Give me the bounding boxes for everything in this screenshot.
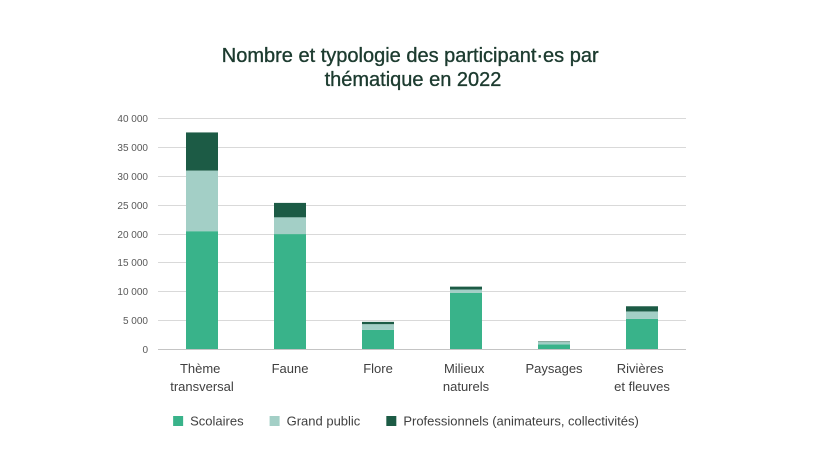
chart-title-group: Nombre et typologie des participant·es p… <box>222 45 605 91</box>
y-tick-label: 35 000 <box>117 143 148 154</box>
x-tick-label-line: naturels <box>443 379 490 394</box>
x-tick-label-paysages: Paysages <box>525 361 583 376</box>
bar-scolaires-paysages <box>538 344 570 349</box>
legend-swatch <box>386 416 397 426</box>
bar-stack-paysages <box>538 341 570 349</box>
bar-scolaires-theme-transversal <box>186 231 218 349</box>
x-tick-label-milieux-naturels: Milieux naturels <box>443 361 490 394</box>
x-tick-label-line: Flore <box>363 361 393 376</box>
x-axis: Thème transversal Faune Flore Milieux natur… <box>170 361 670 394</box>
bar-stack-milieux-naturels <box>450 286 482 349</box>
bar-scolaires-flore <box>362 329 394 349</box>
bar-professionnels-animateurs-collectivites-rivieres-et-fleuves <box>626 306 658 312</box>
bar-scolaires-milieux-naturels <box>450 292 482 349</box>
y-tick-label: 25 000 <box>117 201 148 212</box>
bar-professionnels-animateurs-collectivites-theme-transversal <box>186 132 218 171</box>
bar-scolaires-rivieres-et-fleuves <box>626 318 658 349</box>
legend-swatch <box>173 416 184 426</box>
x-tick-label-line: Thème <box>180 361 224 376</box>
y-tick-label: 10 000 <box>117 287 148 298</box>
legend-item-grand-public: Grand public <box>269 414 361 429</box>
bar-stack-theme-transversal <box>186 132 218 349</box>
bar-professionnels-animateurs-collectivites-flore <box>362 321 394 325</box>
legend-label: Grand public <box>287 414 361 429</box>
bar-scolaires-faune <box>274 234 306 349</box>
legend-item-scolaires: Scolaires <box>173 414 244 429</box>
x-tick-label-line: et fleuves <box>614 379 670 394</box>
chart-title-line: Nombre et typologie des participant·es p… <box>222 45 604 67</box>
chart-title-line: thématique en 2022 <box>325 69 502 91</box>
x-tick-label-theme-transversal: Thème transversal <box>170 361 234 394</box>
x-tick-label-faune: Faune <box>272 361 309 376</box>
bar-grand-public-theme-transversal <box>186 170 218 232</box>
x-tick-label-line: Paysages <box>525 361 583 376</box>
bar-professionnels-animateurs-collectivites-milieux-naturels <box>450 286 482 290</box>
bar-grand-public-paysages <box>538 342 570 345</box>
y-tick-label: 0 <box>142 345 148 356</box>
y-tick-label: 40 000 <box>117 114 148 125</box>
bar-grand-public-faune <box>274 217 306 235</box>
bar-grand-public-rivieres-et-fleuves <box>626 311 658 319</box>
y-tick-label: 30 000 <box>117 172 148 183</box>
y-tick-label: 20 000 <box>117 230 148 241</box>
bar-professionnels-animateurs-collectivites-paysages <box>538 341 570 343</box>
chart-title: Nombre et typologie des participant·es p… <box>222 45 604 91</box>
legend-swatch <box>269 416 280 426</box>
x-tick-label-line: Faune <box>272 361 309 376</box>
x-tick-label-rivieres-et-fleuves: Rivières et fleuves <box>614 361 670 394</box>
legend-label: Scolaires <box>190 414 244 429</box>
x-tick-label-line: Rivières <box>617 361 668 376</box>
bar-professionnels-animateurs-collectivites-faune <box>274 202 306 218</box>
x-tick-label-flore: Flore <box>363 361 393 376</box>
legend: Scolaires Grand public Professionnels (ani… <box>173 414 639 429</box>
y-tick-label: 15 000 <box>117 258 148 269</box>
y-axis: 0 5 000 10 000 15 000 20 000 25 000 30 000 35 0… <box>117 114 148 356</box>
bars <box>186 132 658 349</box>
x-tick-label-line: transversal <box>170 379 234 394</box>
bar-grand-public-flore <box>362 324 394 330</box>
bar-stack-faune <box>274 202 306 349</box>
legend-label: Professionnels (animateurs, collectivité… <box>403 414 639 429</box>
bar-grand-public-milieux-naturels <box>450 289 482 293</box>
x-tick-label-line: Milieux <box>444 361 488 376</box>
bar-stack-rivieres-et-fleuves <box>626 306 658 349</box>
legend-item-professionnels-animateurs-collectivites: Professionnels (animateurs, collectivité… <box>386 414 639 429</box>
y-tick-label: 5 000 <box>123 316 148 327</box>
gridlines <box>158 118 686 350</box>
bar-stack-flore <box>362 321 394 349</box>
